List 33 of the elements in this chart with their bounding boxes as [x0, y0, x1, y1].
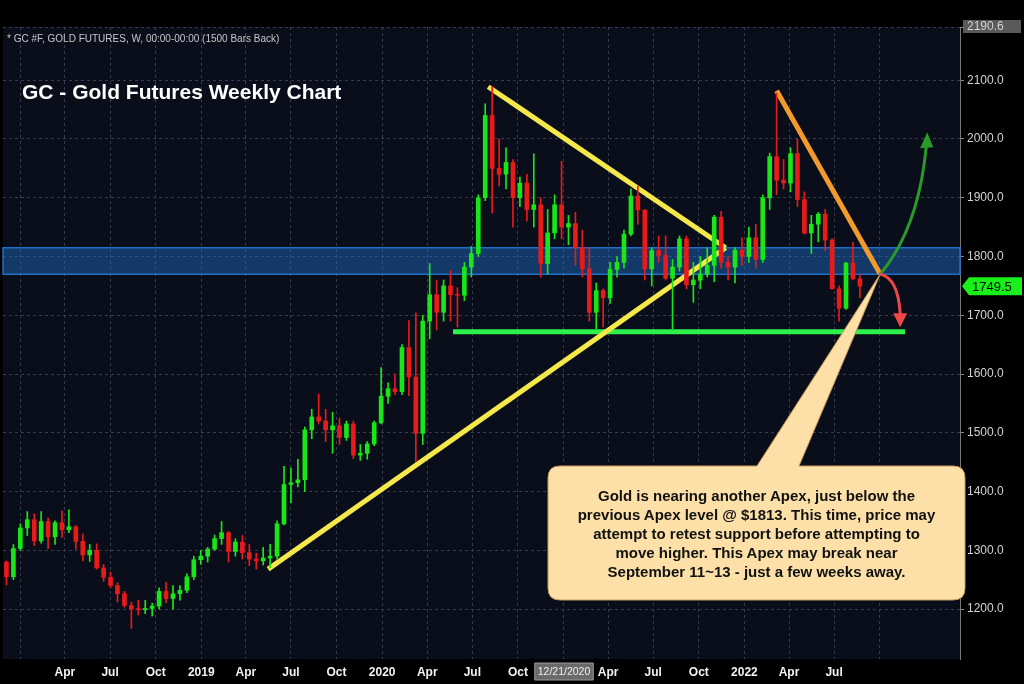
y-tick-label: 1500.0 — [967, 425, 1005, 440]
x-tick-label: Jul — [282, 664, 300, 679]
y-tick-label: 2100.0 — [967, 72, 1005, 87]
text: * GC #F, GOLD FUTURES, W, 00:00-00:00 (1500 Bars Back) — [7, 33, 280, 44]
text: 12/21/2020 — [537, 664, 591, 677]
y-tick-label: 2000.0 — [967, 131, 1005, 146]
y-tick-label: 1300.0 — [967, 542, 1005, 557]
y-tick-label: 1400.0 — [967, 483, 1005, 498]
x-tick-label: Jul — [644, 664, 662, 679]
y-tick-label: 2190.6 — [967, 19, 1005, 34]
x-tick-label: Oct — [507, 664, 528, 679]
y-tick-label: 1900.0 — [967, 190, 1005, 205]
text: 1749.5 — [972, 278, 1012, 294]
x-tick-label: 2019 — [187, 664, 215, 679]
x-tick-label: Jul — [825, 664, 843, 679]
x-tick-label: Apr — [597, 664, 619, 679]
y-tick-label: 1200.0 — [967, 601, 1005, 616]
x-tick-label: 2020 — [368, 664, 396, 679]
x-tick-label: Jul — [463, 664, 481, 679]
y-tick-label: 1800.0 — [967, 248, 1005, 263]
text: GC - Gold Futures Weekly Chart — [22, 80, 342, 104]
x-tick-label: Apr — [54, 664, 76, 679]
y-tick-label: 1700.0 — [967, 307, 1005, 322]
x-tick-label: Jul — [101, 664, 119, 679]
x-tick-label: Apr — [778, 664, 800, 679]
annotation: Gold is nearing another Apex, just below the previous Apex level @ $1813. This time, price may attempt to retest support before attempting to move higher. This Apex may break near September 11~13 - just a few weeks away. — [576, 485, 937, 581]
x-tick-label: 2022 — [731, 664, 759, 679]
x-tick-label: Oct — [688, 664, 709, 679]
y-tick-label: 1600.0 — [967, 366, 1005, 381]
x-tick-label: Oct — [145, 664, 166, 679]
x-tick-label: Apr — [416, 664, 438, 679]
x-tick-label: Oct — [326, 664, 347, 679]
x-tick-label: Apr — [235, 664, 257, 679]
